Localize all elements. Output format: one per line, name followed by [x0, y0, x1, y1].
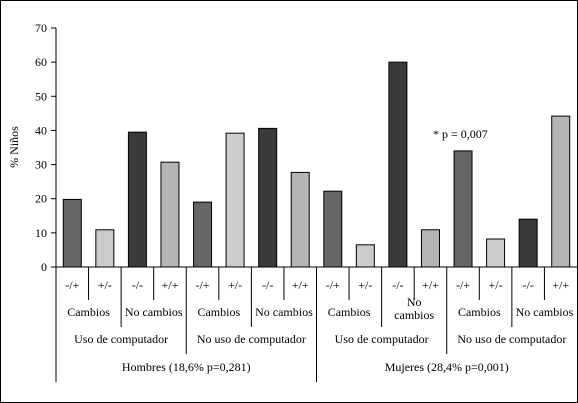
bar	[225, 132, 245, 268]
bar	[355, 244, 375, 268]
y-tick-label: 50	[35, 89, 47, 103]
group-label-change: Cambios	[328, 305, 371, 319]
bar	[95, 229, 115, 268]
bar	[420, 229, 440, 268]
x-tick-label: +/-	[358, 278, 372, 292]
x-tick-label: +/+	[422, 278, 439, 292]
x-tick-label: -/+	[456, 278, 470, 292]
x-tick-label: +/+	[162, 278, 179, 292]
group-label-change: No cambios	[125, 305, 183, 319]
group-label-change: Cambios	[197, 305, 240, 319]
x-tick-label: +/-	[228, 278, 242, 292]
group-label-computer-use: Uso de computador	[74, 332, 168, 346]
bar	[518, 218, 538, 268]
bar	[258, 127, 278, 268]
x-tick-label: +/-	[489, 278, 503, 292]
group-label-gender: Mujeres (28,4% p=0,001)	[385, 360, 509, 374]
y-tick-label: 30	[35, 158, 47, 172]
bar	[193, 201, 213, 268]
group-label-change: No cambios	[516, 305, 574, 319]
group-label-change: Cambios	[67, 305, 110, 319]
bars-layer	[62, 61, 571, 268]
group-label-gender: Hombres (18,6% p=0,281)	[122, 360, 251, 374]
group-label-change: No cambios	[394, 295, 434, 322]
x-tick-label: +/+	[552, 278, 569, 292]
bar	[62, 198, 82, 268]
bar	[323, 190, 343, 268]
y-tick-label: 10	[35, 226, 47, 240]
y-tick-label: 70	[35, 21, 47, 35]
bar	[127, 131, 147, 268]
bar	[160, 161, 180, 268]
bar	[551, 115, 571, 268]
group-label-computer-use: No uso de computador	[457, 332, 566, 346]
x-tick-label: -/+	[65, 278, 79, 292]
group-label-computer-use: Uso de computador	[335, 332, 429, 346]
axes-layer: 0 10 20 30 40 50 60 70	[35, 21, 577, 382]
x-tick-label: -/-	[392, 278, 403, 292]
group-label-change: No cambios	[255, 305, 313, 319]
x-tick-label: +/-	[98, 278, 112, 292]
group-label-computer-use: No uso de computador	[197, 332, 306, 346]
bar	[453, 150, 473, 268]
category-labels-layer: -/+ +/- -/- +/+ -/+ +/- -/- +/+ -/+ +/- -/- +/+ -/+ +…	[65, 278, 573, 374]
x-tick-label: -/-	[522, 278, 533, 292]
x-tick-label: -/-	[262, 278, 273, 292]
x-tick-label: -/+	[195, 278, 209, 292]
y-axis-title: % Niños	[7, 126, 21, 168]
y-tick-label: 60	[35, 55, 47, 69]
significance-annotation: * p = 0,007	[433, 127, 488, 141]
bar	[290, 171, 310, 268]
bar	[486, 238, 506, 268]
x-tick-label: -/+	[326, 278, 340, 292]
group-label-change: Cambios	[458, 305, 501, 319]
y-tick-label: 0	[41, 260, 47, 274]
bar	[388, 61, 408, 268]
y-tick-label: 40	[35, 123, 47, 137]
x-tick-label: -/-	[132, 278, 143, 292]
y-tick-label: 20	[35, 192, 47, 206]
x-tick-label: +/+	[292, 278, 309, 292]
